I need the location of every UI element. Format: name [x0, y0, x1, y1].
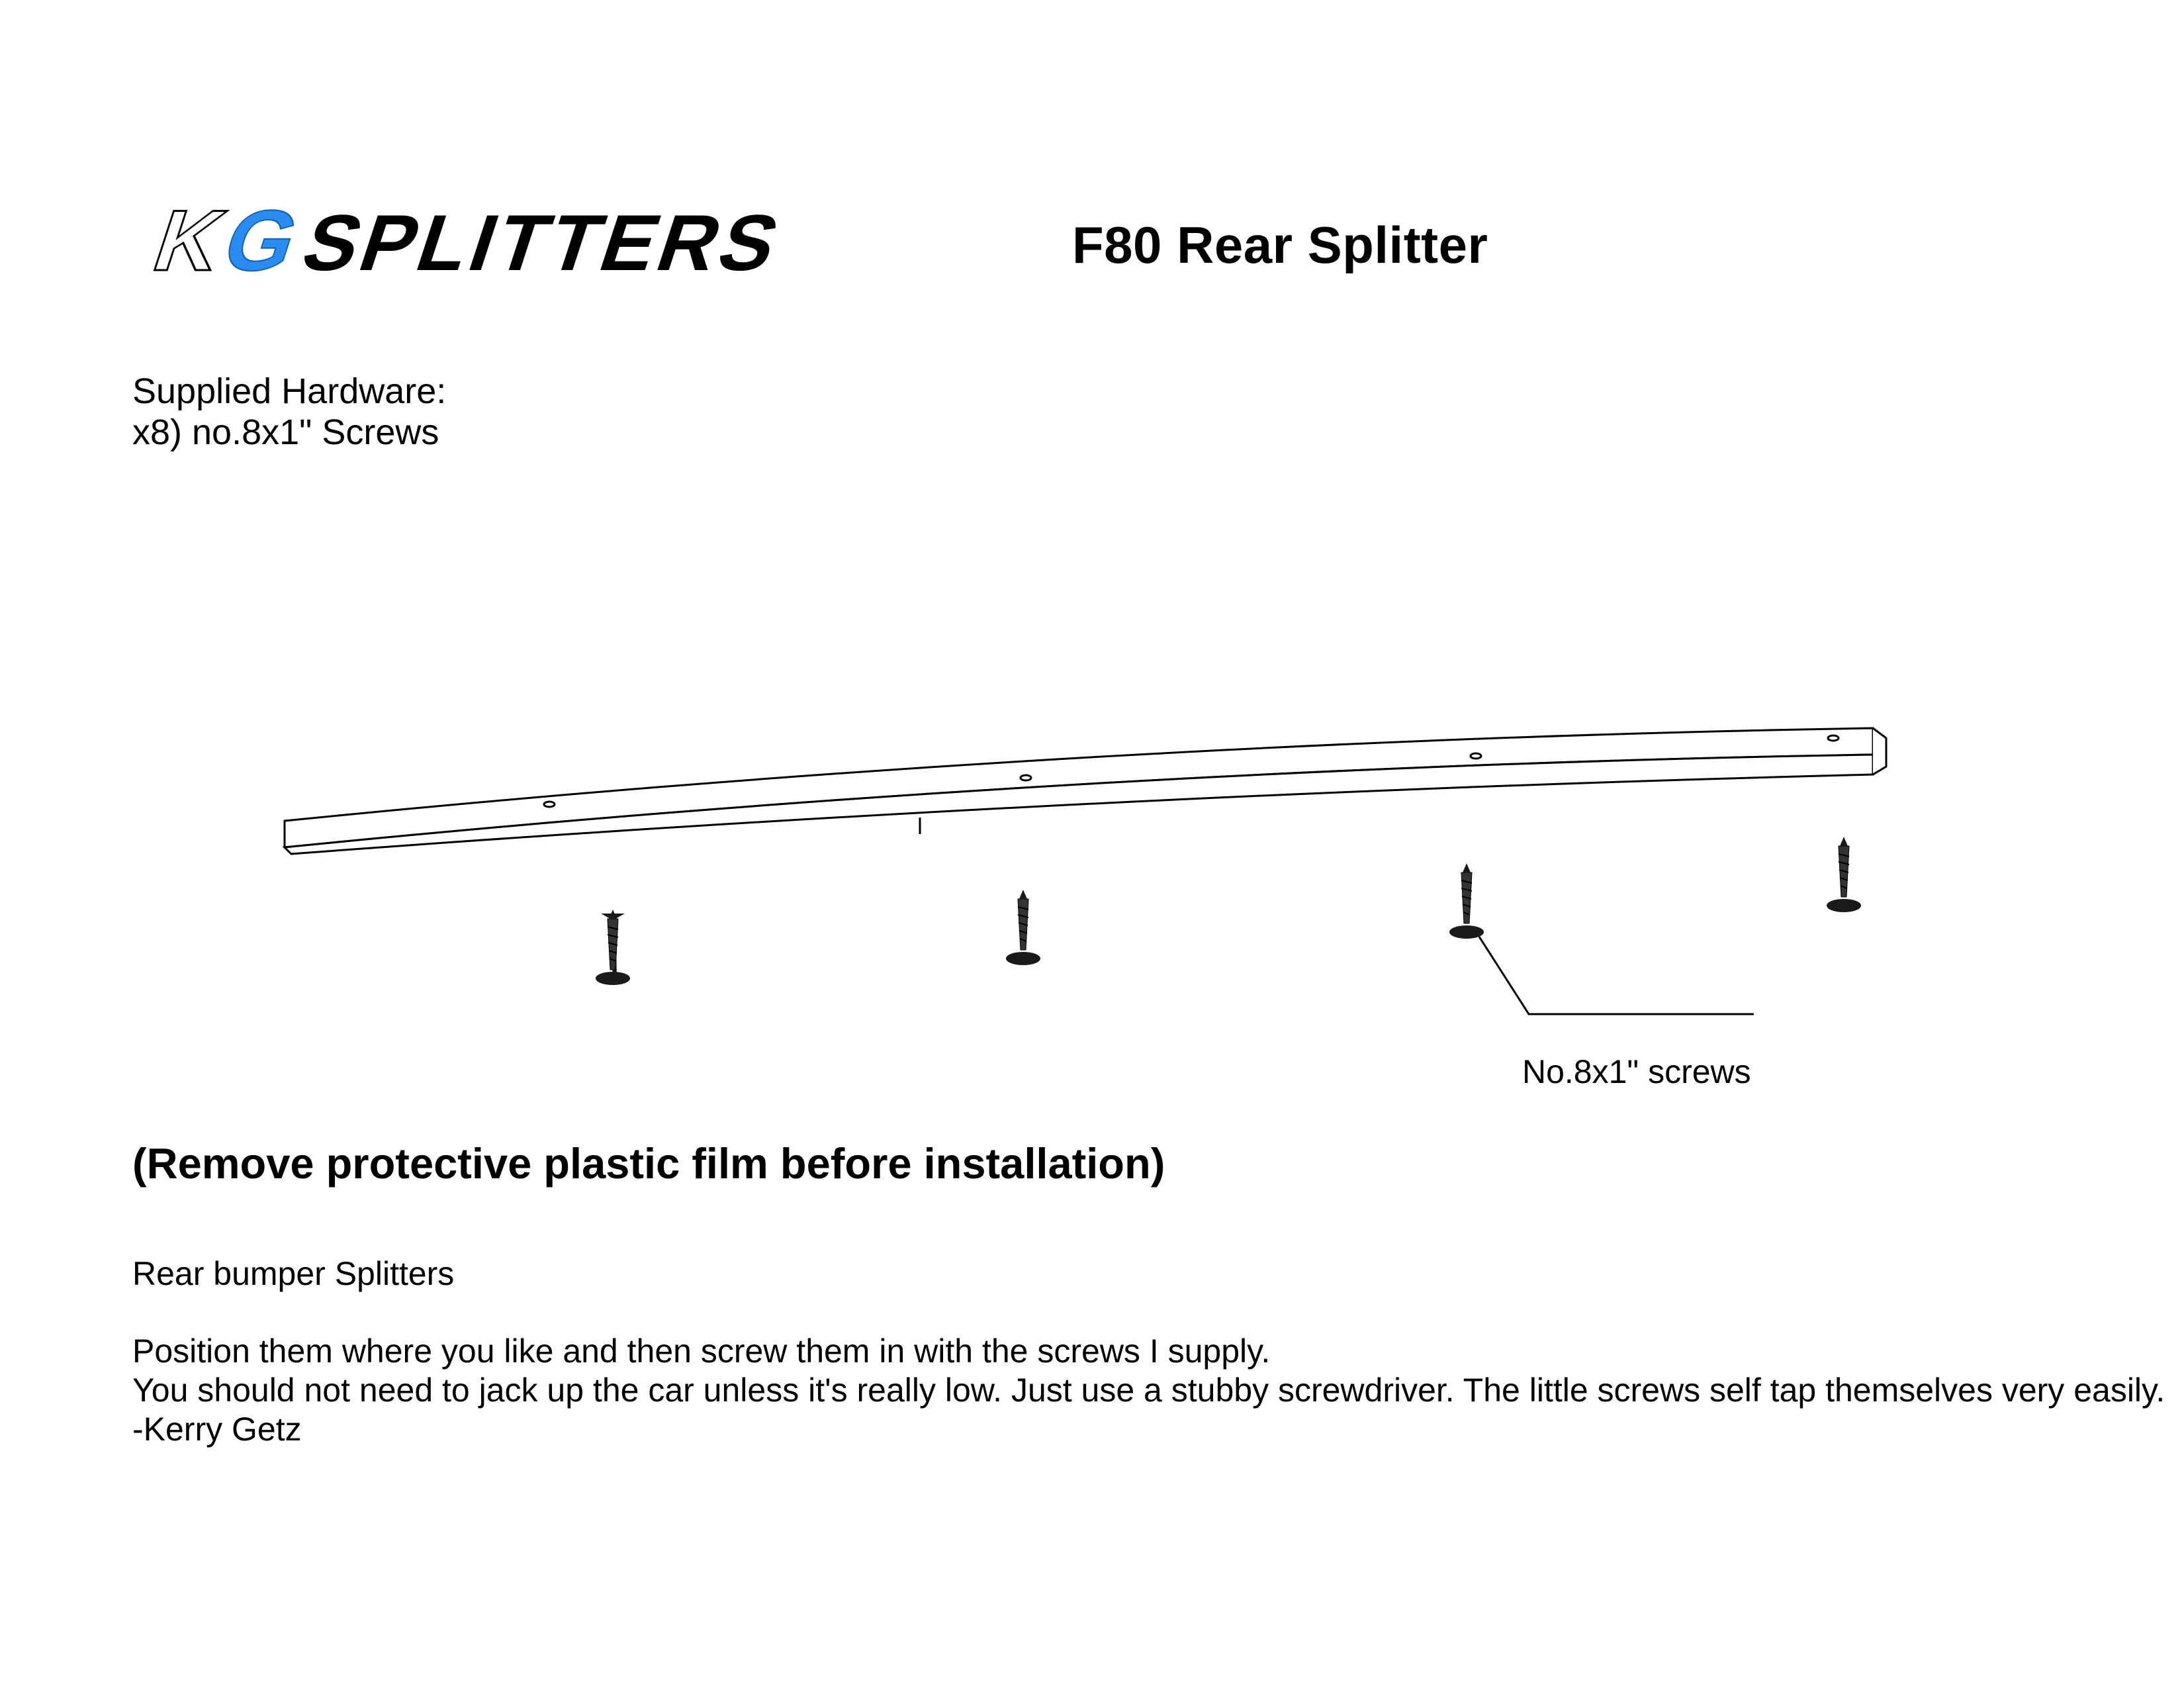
splitter-diagram — [265, 702, 1893, 1046]
screw-icon — [596, 910, 630, 985]
screw-group — [596, 837, 1861, 985]
supplied-hardware-block: Supplied Hardware: x8) no.8x1" Screws — [132, 371, 446, 453]
supplied-hardware-heading: Supplied Hardware: — [132, 371, 446, 412]
splitter-outline — [285, 728, 1886, 854]
screw-icon — [1006, 890, 1040, 965]
remove-film-note: (Remove protective plastic film before i… — [132, 1139, 1165, 1188]
screw-icon — [1827, 837, 1861, 912]
instructions-block: Rear bumper Splitters Position them wher… — [132, 1254, 2165, 1487]
logo-kgsplitters: K G SPLITTERS — [132, 199, 1046, 291]
page: K G SPLITTERS F80 Rear Splitter Supplied… — [0, 0, 2184, 1688]
logo-word-splitters: SPLITTERS — [292, 199, 793, 288]
supplied-hardware-line: x8) no.8x1" Screws — [132, 412, 446, 453]
instructions-heading: Rear bumper Splitters — [132, 1254, 2165, 1293]
screw-callout-label: No.8x1" screws — [1522, 1053, 1751, 1091]
callout-leader — [1479, 937, 1754, 1014]
page-title: F80 Rear Splitter — [1072, 215, 1488, 275]
header-row: K G SPLITTERS F80 Rear Splitter — [132, 199, 1488, 291]
signature: -Kerry Getz — [132, 1410, 2165, 1449]
instructions-line-2: You should not need to jack up the car u… — [132, 1371, 2165, 1410]
screw-icon — [1449, 863, 1484, 939]
instructions-line-1: Position them where you like and then sc… — [132, 1332, 2165, 1371]
